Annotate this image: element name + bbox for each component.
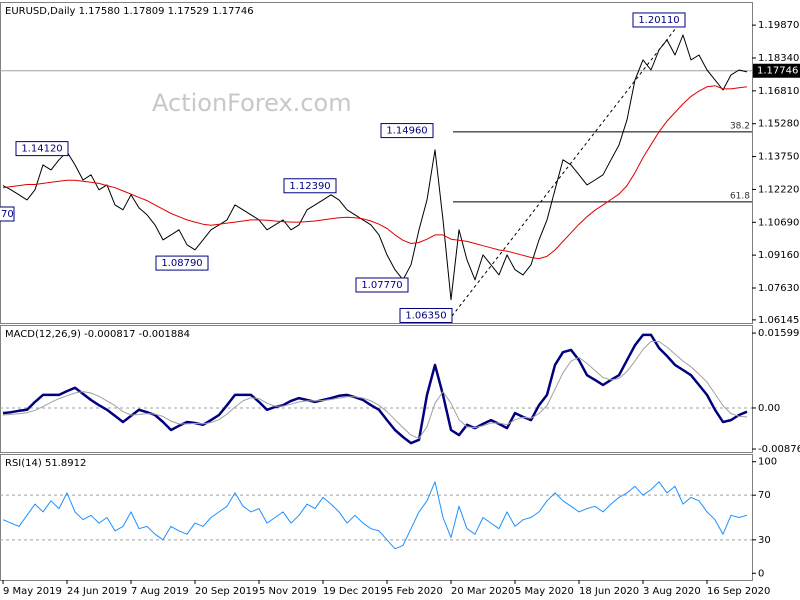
- series-line: [2, 341, 748, 439]
- annotation-box: [380, 123, 434, 139]
- annotation-label: 1.20110: [638, 15, 679, 26]
- series-line: [2, 333, 748, 445]
- annotation-label: 1.08790: [161, 258, 202, 269]
- y-tick-label: 100: [758, 457, 777, 468]
- annotation-label: 1.06350: [405, 310, 446, 321]
- x-tick-label: 5 Feb 2020: [387, 586, 443, 597]
- annotation-box: [155, 255, 209, 271]
- series-line: [2, 481, 748, 550]
- annotation-box: [355, 277, 409, 293]
- x-tick-label: 16 Sep 2020: [707, 586, 770, 597]
- series-line: [2, 85, 748, 260]
- x-tick-label: 20 Mar 2020: [451, 586, 514, 597]
- y-tick-label: 1.12220: [758, 184, 799, 195]
- last-price-label: 1.17746: [757, 66, 798, 77]
- annotation-box: [632, 12, 686, 28]
- panel-frame: [0, 2, 753, 324]
- y-tick-label: 70: [758, 490, 771, 501]
- annotation-label: 1.12390: [289, 181, 330, 192]
- panel-title: MACD(12,26,9) -0.000817 -0.001884: [5, 329, 190, 340]
- y-tick-label: -0.00876: [758, 444, 800, 455]
- x-tick-label: 20 Sep 2019: [195, 586, 258, 597]
- y-tick-label: 1.18340: [758, 53, 799, 64]
- y-tick-label: 1.15280: [758, 119, 799, 130]
- fib-label: 61.8: [730, 191, 750, 201]
- x-tick-label: 7 Aug 2019: [131, 586, 189, 597]
- last-price-box: [753, 63, 800, 78]
- y-tick-label: 1.06145: [758, 315, 799, 326]
- x-tick-label: 9 May 2019: [3, 586, 62, 597]
- series-line: [2, 34, 748, 301]
- y-tick-label: 1.09160: [758, 250, 799, 261]
- annotation-box: [15, 141, 69, 157]
- annotation-box: [0, 206, 15, 222]
- x-tick-label: 18 Jun 2020: [579, 586, 639, 597]
- panel-title: RSI(14) 51.8912: [5, 458, 86, 469]
- y-tick-label: 1.19870: [758, 20, 799, 31]
- y-tick-label: 30: [758, 535, 771, 546]
- x-tick-label: 5 May 2020: [515, 586, 574, 597]
- panel-frame: [0, 325, 753, 453]
- y-tick-label: 0.015991: [758, 328, 800, 339]
- y-tick-label: 1.16810: [758, 86, 799, 97]
- watermark: ActionForex.com: [152, 89, 352, 117]
- x-tick-label: 19 Dec 2019: [323, 586, 387, 597]
- x-tick-label: 24 Jun 2019: [67, 586, 127, 597]
- x-tick-label: 5 Nov 2019: [259, 586, 317, 597]
- annotation-box: [283, 178, 337, 194]
- panel-title: EURUSD,Daily 1.17580 1.17809 1.17529 1.1…: [5, 6, 254, 17]
- y-tick-label: 1.07630: [758, 283, 799, 294]
- y-tick-label: 0: [758, 568, 764, 579]
- annotation-label: 70: [1, 209, 14, 220]
- y-tick-label: 0.00: [758, 403, 780, 414]
- annotation-box: [399, 307, 453, 323]
- trend-line: [451, 18, 684, 317]
- fib-label: 38.2: [730, 121, 750, 131]
- panel-frame: [0, 454, 753, 581]
- y-tick-label: 1.10690: [758, 217, 799, 228]
- annotation-label: 1.14960: [386, 126, 427, 137]
- y-tick-label: 1.13750: [758, 152, 799, 163]
- annotation-label: 1.14120: [21, 144, 62, 155]
- x-tick-label: 3 Aug 2020: [643, 586, 701, 597]
- annotation-label: 1.07770: [361, 280, 402, 291]
